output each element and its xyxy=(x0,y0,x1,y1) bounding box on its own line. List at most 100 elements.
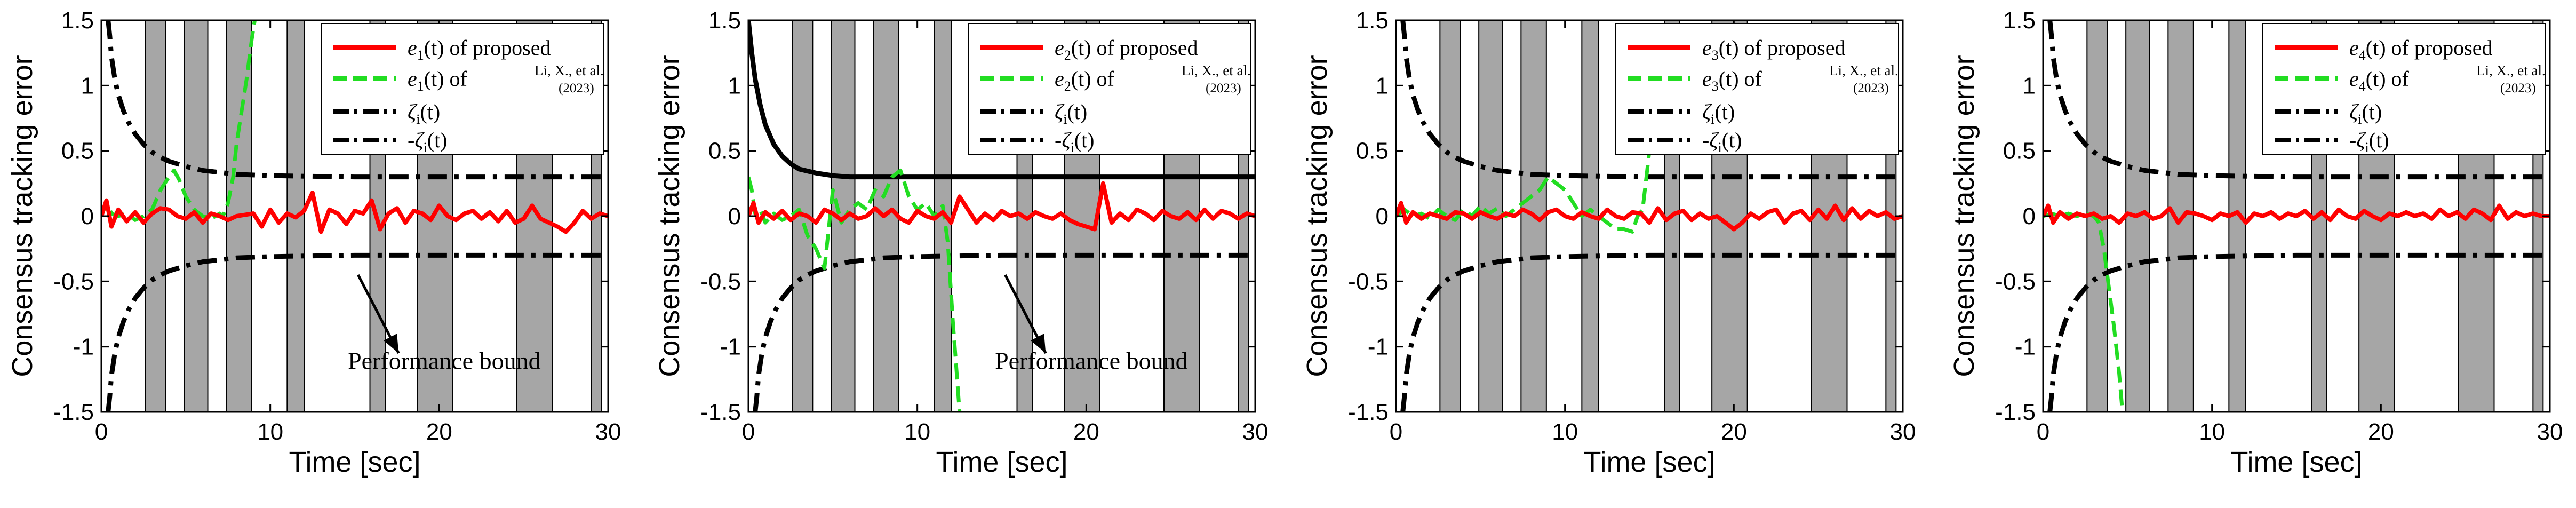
y-tick-label: -1 xyxy=(73,334,94,360)
y-tick-label: -1.5 xyxy=(1995,399,2036,425)
y-tick-label: 1.5 xyxy=(708,7,741,34)
y-axis-label: Consensus tracking error xyxy=(6,55,38,377)
series-proposed-line xyxy=(2043,203,2550,225)
x-tick-label: 30 xyxy=(1242,419,1269,445)
x-tick-label: 10 xyxy=(1552,419,1578,445)
legend-entry: -ζi(t) xyxy=(2349,128,2389,155)
x-tick-label: 20 xyxy=(1073,419,1099,445)
y-tick-label: 0 xyxy=(81,203,94,229)
y-tick-label: -1 xyxy=(2015,334,2036,360)
legend: e4(t) of proposed e4(t) of Li, X., et al.… xyxy=(2262,23,2546,155)
annotation-label: Performance bound xyxy=(348,347,541,374)
y-axis-label: Consensus tracking error xyxy=(653,55,685,377)
x-tick-label: 10 xyxy=(904,419,930,445)
y-axis-label: Consensus tracking error xyxy=(1301,55,1333,377)
y-tick-label: -1.5 xyxy=(1348,399,1389,425)
y-tick-label: 0.5 xyxy=(708,138,741,164)
series-proposed-line xyxy=(1396,201,1903,232)
legend-reference-year: (2023) xyxy=(2500,81,2536,96)
y-tick-label: -0.5 xyxy=(1348,268,1389,295)
series-upper-bound-line xyxy=(106,20,608,180)
y-tick-label: 0.5 xyxy=(1356,138,1389,164)
x-tick-label: 10 xyxy=(257,419,283,445)
series-proposed-line xyxy=(748,181,1255,232)
y-tick-label: 1 xyxy=(2023,73,2036,99)
x-axis-label: Time [sec] xyxy=(289,446,420,478)
x-tick-label: 30 xyxy=(2537,419,2563,445)
y-tick-label: -1 xyxy=(1368,334,1389,360)
legend-reference: Li, X., et al. xyxy=(535,62,604,78)
y-tick-label: -0.5 xyxy=(53,268,94,295)
series-compare-line xyxy=(2043,211,2125,412)
legend-entry: e4(t) of xyxy=(2349,67,2410,94)
x-tick-label: 30 xyxy=(1890,419,1916,445)
legend-reference: Li, X., et al. xyxy=(1182,62,1251,78)
legend-entry: -ζi(t) xyxy=(1702,128,1742,155)
legend-entry: ζi(t) xyxy=(2349,100,2382,127)
y-tick-label: 1 xyxy=(728,73,741,99)
legend-entry: ζi(t) xyxy=(1702,100,1735,127)
legend-entry: -ζi(t) xyxy=(1055,128,1095,155)
x-axis-label: Time [sec] xyxy=(936,446,1067,478)
series-compare-line xyxy=(101,20,257,222)
legend: e3(t) of proposed e3(t) of Li, X., et al.… xyxy=(1615,23,1899,155)
legend-box xyxy=(321,23,604,155)
legend-entry: e4(t) of proposed xyxy=(2349,36,2492,63)
y-tick-label: 1 xyxy=(81,73,94,99)
x-tick-label: 0 xyxy=(95,419,108,445)
y-tick-label: -0.5 xyxy=(1995,268,2036,295)
x-tick-label: 0 xyxy=(1390,419,1402,445)
y-tick-label: 1 xyxy=(1376,73,1389,99)
y-tick-label: 1.5 xyxy=(1356,7,1389,34)
y-tick-label: 0 xyxy=(728,203,741,229)
y-tick-label: 0 xyxy=(2023,203,2036,229)
legend-box xyxy=(1615,23,1899,155)
series-upper-bound-line xyxy=(2047,20,2550,180)
y-tick-label: 0.5 xyxy=(2003,138,2036,164)
annotation-arrowhead xyxy=(1031,334,1046,353)
series-compare-line xyxy=(748,168,962,412)
series-lower-bound-line xyxy=(106,252,608,412)
y-axis-label: Consensus tracking error xyxy=(1948,55,1980,377)
x-tick-label: 20 xyxy=(2368,419,2394,445)
legend: e1(t) of proposed e1(t) of Li, X., et al.… xyxy=(321,23,604,155)
y-tick-label: -1 xyxy=(720,334,741,360)
shaded-interval xyxy=(2167,20,2194,412)
legend-entry: ζi(t) xyxy=(408,100,440,127)
y-tick-label: 0.5 xyxy=(61,138,94,164)
y-tick-label: -1.5 xyxy=(700,399,741,425)
legend-entry: e3(t) of proposed xyxy=(1702,36,1845,63)
legend-entry: e2(t) of proposed xyxy=(1055,36,1198,63)
x-tick-label: 20 xyxy=(1721,419,1747,445)
series-lower-bound-line xyxy=(1400,252,1903,412)
series-upper-bound-line xyxy=(748,20,1255,180)
series-lower-bound-line xyxy=(2047,252,2550,412)
y-tick-label: -1.5 xyxy=(53,399,94,425)
legend-entry: ζi(t) xyxy=(1055,100,1087,127)
legend: e2(t) of proposed e2(t) of Li, X., et al.… xyxy=(968,23,1251,155)
legend-entry: e1(t) of xyxy=(408,67,468,94)
legend-box xyxy=(2262,23,2546,155)
y-tick-label: 0 xyxy=(1376,203,1389,229)
y-tick-label: 1.5 xyxy=(61,7,94,34)
x-tick-label: 30 xyxy=(595,419,621,445)
x-tick-label: 20 xyxy=(426,419,452,445)
legend-reference-year: (2023) xyxy=(559,81,594,96)
annotation-label: Performance bound xyxy=(995,347,1188,374)
series-lower-bound-line xyxy=(753,252,1255,412)
legend-reference: Li, X., et al. xyxy=(1829,62,1899,78)
legend-reference-year: (2023) xyxy=(1853,81,1889,96)
legend-entry: -ζi(t) xyxy=(408,128,448,155)
legend-reference: Li, X., et al. xyxy=(2476,62,2546,78)
legend-box xyxy=(968,23,1251,155)
x-tick-label: 0 xyxy=(742,419,755,445)
x-axis-label: Time [sec] xyxy=(1583,446,1715,478)
x-axis-label: Time [sec] xyxy=(2230,446,2362,478)
x-tick-label: 10 xyxy=(2199,419,2225,445)
annotation-arrowhead xyxy=(384,334,399,353)
